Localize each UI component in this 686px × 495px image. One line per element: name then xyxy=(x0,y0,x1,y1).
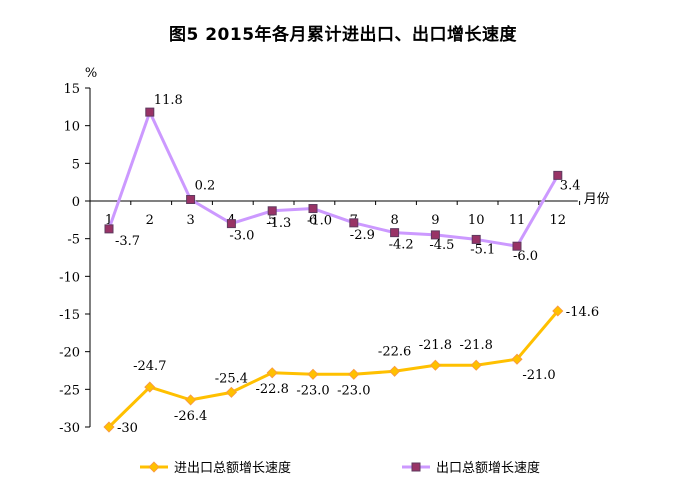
data-label-s2: -3.0 xyxy=(229,229,254,244)
data-point-s2 xyxy=(349,218,359,228)
data-point-s1 xyxy=(307,368,319,380)
data-label-s1: -21.0 xyxy=(522,368,555,383)
data-point-s2 xyxy=(471,234,481,244)
data-point-s1 xyxy=(552,305,564,317)
data-point-s1 xyxy=(470,359,482,371)
data-point-s1 xyxy=(511,353,523,365)
data-point-s2 xyxy=(390,228,400,238)
data-label-s1: -22.6 xyxy=(378,344,411,359)
data-label-s1: -14.6 xyxy=(566,305,599,320)
data-label-s1: -24.7 xyxy=(133,359,166,374)
x-axis-label: 月份 xyxy=(584,192,610,207)
data-label-s2: 11.8 xyxy=(154,93,183,108)
y-axis-unit: % xyxy=(85,66,97,81)
x-tick-label: 11 xyxy=(509,213,526,228)
data-point-s1 xyxy=(429,359,441,371)
data-label-s1: -26.4 xyxy=(174,409,207,424)
chart-title: 图5 2015年各月累计进出口、出口增长速度 xyxy=(168,25,518,45)
data-label-s1: -22.8 xyxy=(256,382,289,397)
series-line-1 xyxy=(107,310,559,429)
data-label-s1: -23.0 xyxy=(337,383,370,398)
data-point-s2 xyxy=(512,241,522,251)
data-label-s1: -21.8 xyxy=(460,338,493,353)
legend-marker-2 xyxy=(411,462,421,472)
data-label-s2: -6.0 xyxy=(513,249,538,264)
data-label-s2: 3.4 xyxy=(560,178,581,193)
data-point-s2 xyxy=(145,107,155,117)
y-tick-label: -15 xyxy=(59,308,80,323)
x-tick-label: 5 xyxy=(268,213,276,228)
legend-label-1: 进出口总额增长速度 xyxy=(174,460,291,476)
x-tick-label: 1 xyxy=(105,213,113,228)
x-tick-label: 6 xyxy=(309,213,317,228)
data-point-s2 xyxy=(267,206,277,216)
data-label-s1: -23.0 xyxy=(296,383,329,398)
y-tick-label: -20 xyxy=(59,346,80,361)
y-tick-label: 5 xyxy=(72,157,80,172)
data-point-s2 xyxy=(430,230,440,240)
data-point-s2 xyxy=(553,170,563,180)
data-point-s2 xyxy=(186,194,196,204)
x-tick-label: 10 xyxy=(468,213,485,228)
y-tick-label: -5 xyxy=(67,233,80,248)
x-tick-label: 8 xyxy=(390,213,398,228)
data-point-s2 xyxy=(104,224,114,234)
x-tick-label: 9 xyxy=(431,213,439,228)
data-label-s2: -2.9 xyxy=(350,228,375,243)
data-label-s2: -3.7 xyxy=(115,234,140,249)
data-label-s1: -25.4 xyxy=(215,371,248,386)
data-label-s1: -30 xyxy=(117,421,138,436)
data-label-s1: -21.8 xyxy=(419,338,452,353)
data-point-s1 xyxy=(348,368,360,380)
legend-label-2: 出口总额增长速度 xyxy=(436,460,540,476)
data-point-s1 xyxy=(185,394,197,406)
data-point-s1 xyxy=(144,381,156,393)
data-label-s2: 0.2 xyxy=(195,178,216,193)
data-label-s2: -1.3 xyxy=(266,216,291,231)
y-tick-label: 0 xyxy=(72,195,80,210)
data-label-s2: -4.5 xyxy=(429,238,454,253)
data-point-s2 xyxy=(226,219,236,229)
y-tick-label: -10 xyxy=(59,270,80,285)
x-tick-label: 3 xyxy=(186,213,194,228)
data-point-s1 xyxy=(266,367,278,379)
data-point-s2 xyxy=(308,204,318,214)
x-tick-label: 12 xyxy=(550,213,567,228)
data-point-s1 xyxy=(389,365,401,377)
y-tick-label: -25 xyxy=(59,383,80,398)
series-line-2 xyxy=(107,110,560,248)
y-tick-label: 15 xyxy=(63,82,80,97)
data-label-s2: -5.1 xyxy=(470,242,495,257)
data-point-s1 xyxy=(225,386,237,398)
y-tick-label: -30 xyxy=(59,421,80,436)
data-label-s2: -1.0 xyxy=(307,214,332,229)
x-tick-label: 2 xyxy=(146,213,154,228)
y-tick-label: 10 xyxy=(63,120,80,135)
data-point-s1 xyxy=(103,421,115,433)
legend-marker-1 xyxy=(148,461,160,473)
data-label-s2: -4.2 xyxy=(389,238,414,253)
